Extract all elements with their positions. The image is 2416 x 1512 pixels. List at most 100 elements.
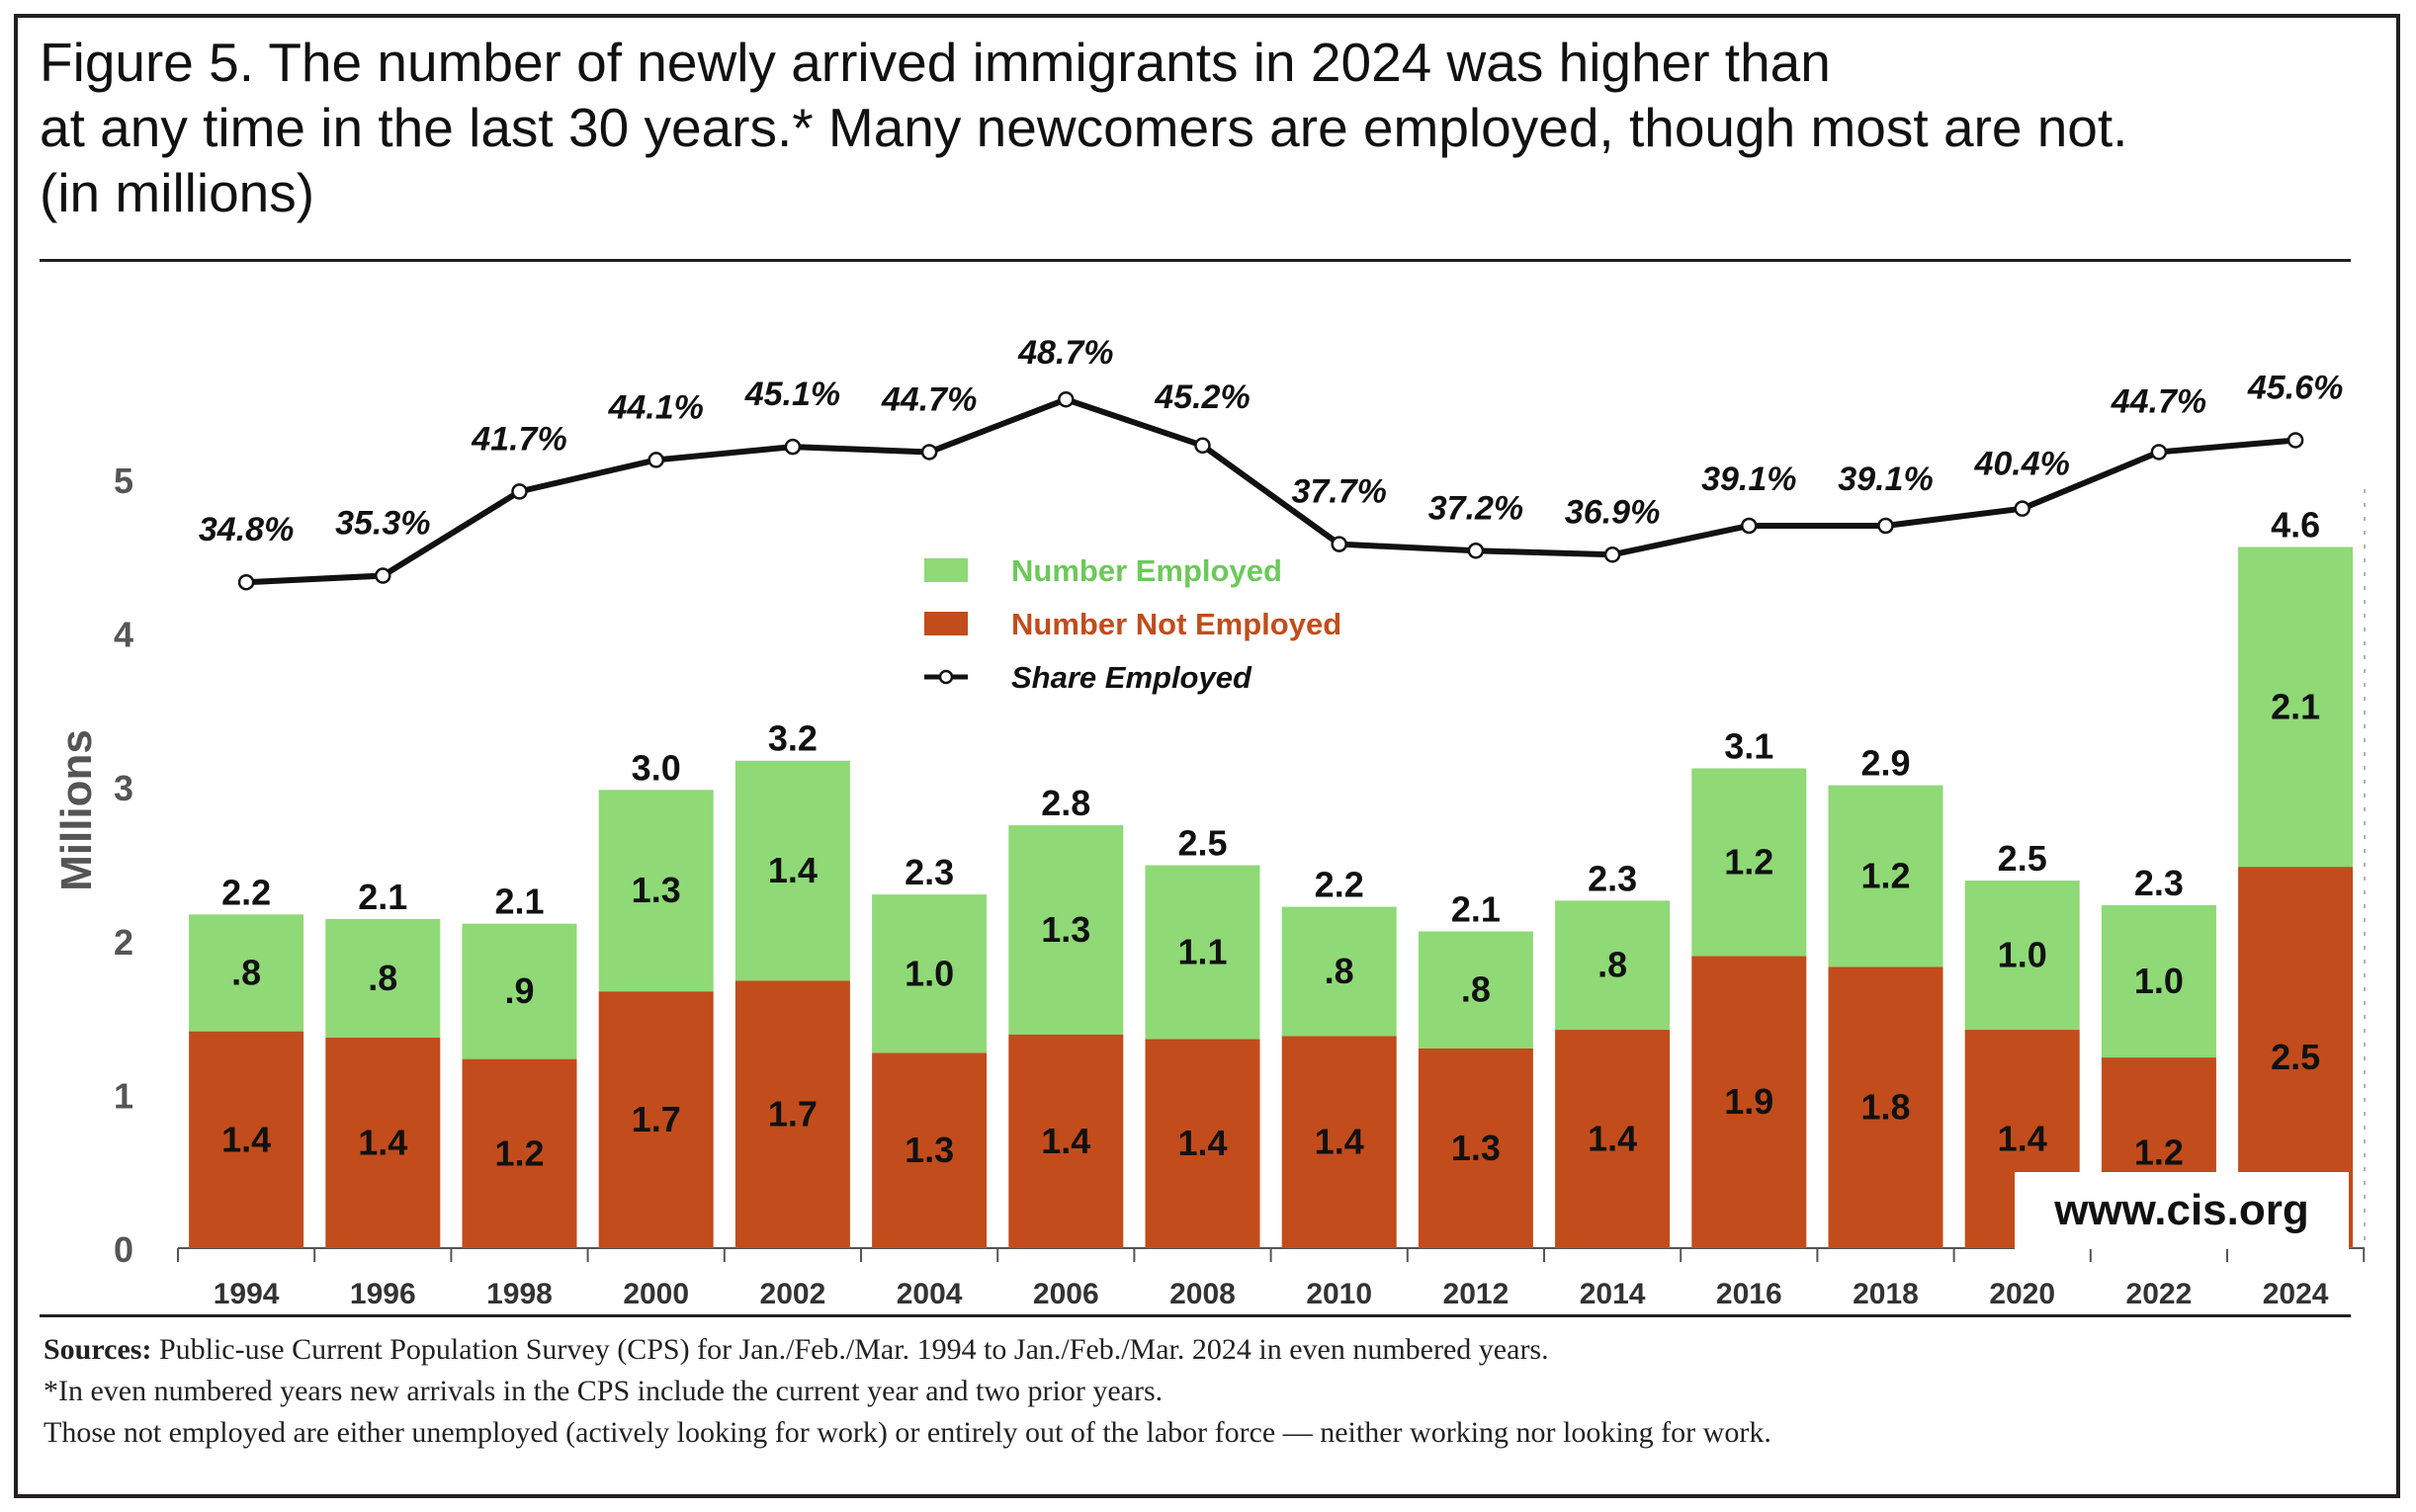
x-tick-label: 2022: [2126, 1278, 2193, 1310]
x-tick-label: 2018: [1853, 1278, 1919, 1310]
source-notes: Sources: Public-use Current Population S…: [43, 1329, 2357, 1454]
bar-employed: [2101, 905, 2216, 1058]
y-axis-title: Millions: [52, 729, 101, 891]
share-employed-label: 45.6%: [2247, 369, 2343, 406]
label-employed: 1.0: [2134, 961, 2184, 1001]
legend-label-employed: Number Employed: [1011, 553, 1282, 588]
share-employed-label: 45.1%: [744, 376, 840, 413]
watermark: www.cis.org: [2015, 1172, 2349, 1249]
label-employed: 1.3: [1041, 909, 1090, 950]
share-employed-label: 37.7%: [1291, 473, 1386, 511]
y-tick-label: 3: [114, 768, 133, 808]
share-employed-point: [2287, 432, 2304, 449]
share-employed-label: 39.1%: [1701, 461, 1796, 498]
share-employed-label: 37.2%: [1428, 489, 1523, 527]
share-employed-point: [237, 573, 255, 591]
legend-swatch-employed: [924, 558, 968, 582]
label-not-employed: 1.4: [1041, 1121, 1090, 1161]
share-employed-label: 41.7%: [471, 420, 566, 458]
label-not-employed: 1.7: [632, 1099, 681, 1139]
share-employed-point: [1331, 536, 1347, 552]
label-total: 2.2: [221, 872, 271, 912]
sources-note: Sources: Public-use Current Population S…: [43, 1329, 2357, 1371]
label-employed: .8: [231, 952, 261, 992]
sources-text: Public-use Current Population Survey (CP…: [151, 1333, 1549, 1366]
bar-not-employed: [1418, 1048, 1533, 1248]
title-line-3: (in millions): [40, 162, 315, 223]
sources-label: Sources:: [43, 1333, 152, 1366]
footnote: *In even numbered years new arrivals in …: [43, 1375, 1164, 1407]
bar-not-employed: [598, 991, 714, 1248]
label-employed: 1.2: [1724, 841, 1773, 882]
label-total: 2.3: [1588, 858, 1637, 898]
bar-employed: [1145, 865, 1260, 1040]
bar-not-employed: [734, 980, 850, 1248]
bar-employed: [1281, 906, 1397, 1037]
label-total: 2.8: [1041, 783, 1090, 823]
label-total: 2.1: [494, 882, 544, 922]
label-employed: 2.1: [2271, 686, 2320, 726]
y-tick-label: 4: [114, 615, 133, 655]
bar-not-employed: [1828, 966, 1943, 1248]
bar-not-employed: [1555, 1030, 1671, 1248]
share-employed-label: 45.2%: [1154, 378, 1250, 416]
x-tick-label: 1996: [350, 1278, 416, 1310]
x-tick-label: 2004: [897, 1278, 963, 1310]
label-employed: .8: [1461, 969, 1491, 1010]
label-not-employed: 1.7: [768, 1094, 818, 1134]
bar-employed: [598, 790, 714, 992]
label-employed: 1.0: [1998, 935, 2047, 975]
label-total: 2.1: [1451, 888, 1501, 929]
share-employed-point: [2150, 444, 2168, 461]
label-total: 2.1: [358, 877, 407, 917]
x-tick-label: 2012: [1443, 1278, 1510, 1310]
bar-not-employed: [1008, 1034, 1124, 1248]
share-employed-point: [1741, 517, 1758, 535]
share-employed-label: 39.1%: [1838, 461, 1933, 498]
title-line-2: at any time in the last 30 years.* Many …: [40, 97, 2128, 158]
label-not-employed: 1.2: [2134, 1133, 2184, 1173]
share-employed-label: 44.7%: [881, 380, 977, 418]
y-tick-label: 5: [114, 461, 133, 501]
share-employed-point: [784, 438, 802, 456]
label-total: 3.2: [768, 718, 818, 759]
share-employed-label: 34.8%: [199, 511, 294, 548]
label-employed: .8: [368, 958, 397, 998]
label-total: 2.3: [2134, 863, 2184, 903]
x-tick-label: 2000: [623, 1278, 689, 1310]
bar-not-employed: [462, 1058, 577, 1248]
bar-not-employed: [189, 1031, 304, 1248]
bar-employed: [189, 914, 304, 1032]
title-divider: [40, 259, 2351, 262]
bar-not-employed: [325, 1037, 441, 1248]
legend-swatch-not_employed: [924, 612, 968, 635]
x-tick-label: 2002: [760, 1278, 826, 1310]
label-total: 3.0: [632, 747, 681, 788]
label-total: 3.1: [1724, 726, 1773, 767]
x-tick-label: 1998: [486, 1278, 553, 1310]
label-employed: 1.2: [1860, 855, 1910, 895]
bar-employed: [1418, 931, 1533, 1049]
label-employed: 1.0: [905, 953, 954, 993]
label-not-employed: 1.4: [1315, 1122, 1364, 1162]
x-tick-label: 2010: [1306, 1278, 1372, 1310]
label-not-employed: 1.4: [1998, 1119, 2047, 1159]
share-employed-point: [920, 444, 938, 461]
share-employed-point: [1194, 437, 1211, 455]
y-tick-label: 2: [114, 922, 133, 963]
share-employed-label: 44.1%: [607, 388, 703, 426]
label-employed: .8: [1325, 951, 1354, 991]
label-employed: 1.1: [1177, 931, 1227, 971]
bar-not-employed: [1691, 956, 1807, 1248]
label-employed: .8: [1597, 945, 1627, 985]
share-employed-point: [647, 452, 664, 468]
bar-not-employed: [872, 1052, 988, 1248]
label-not-employed: 1.4: [1177, 1123, 1227, 1163]
bar-employed: [1828, 785, 1943, 967]
bar-not-employed: [1281, 1036, 1397, 1248]
label-not-employed: 2.5: [2271, 1037, 2320, 1077]
x-tick-label: 2016: [1716, 1278, 1782, 1310]
label-not-employed: 1.4: [221, 1119, 271, 1159]
x-tick-label: 2020: [1989, 1278, 2055, 1310]
